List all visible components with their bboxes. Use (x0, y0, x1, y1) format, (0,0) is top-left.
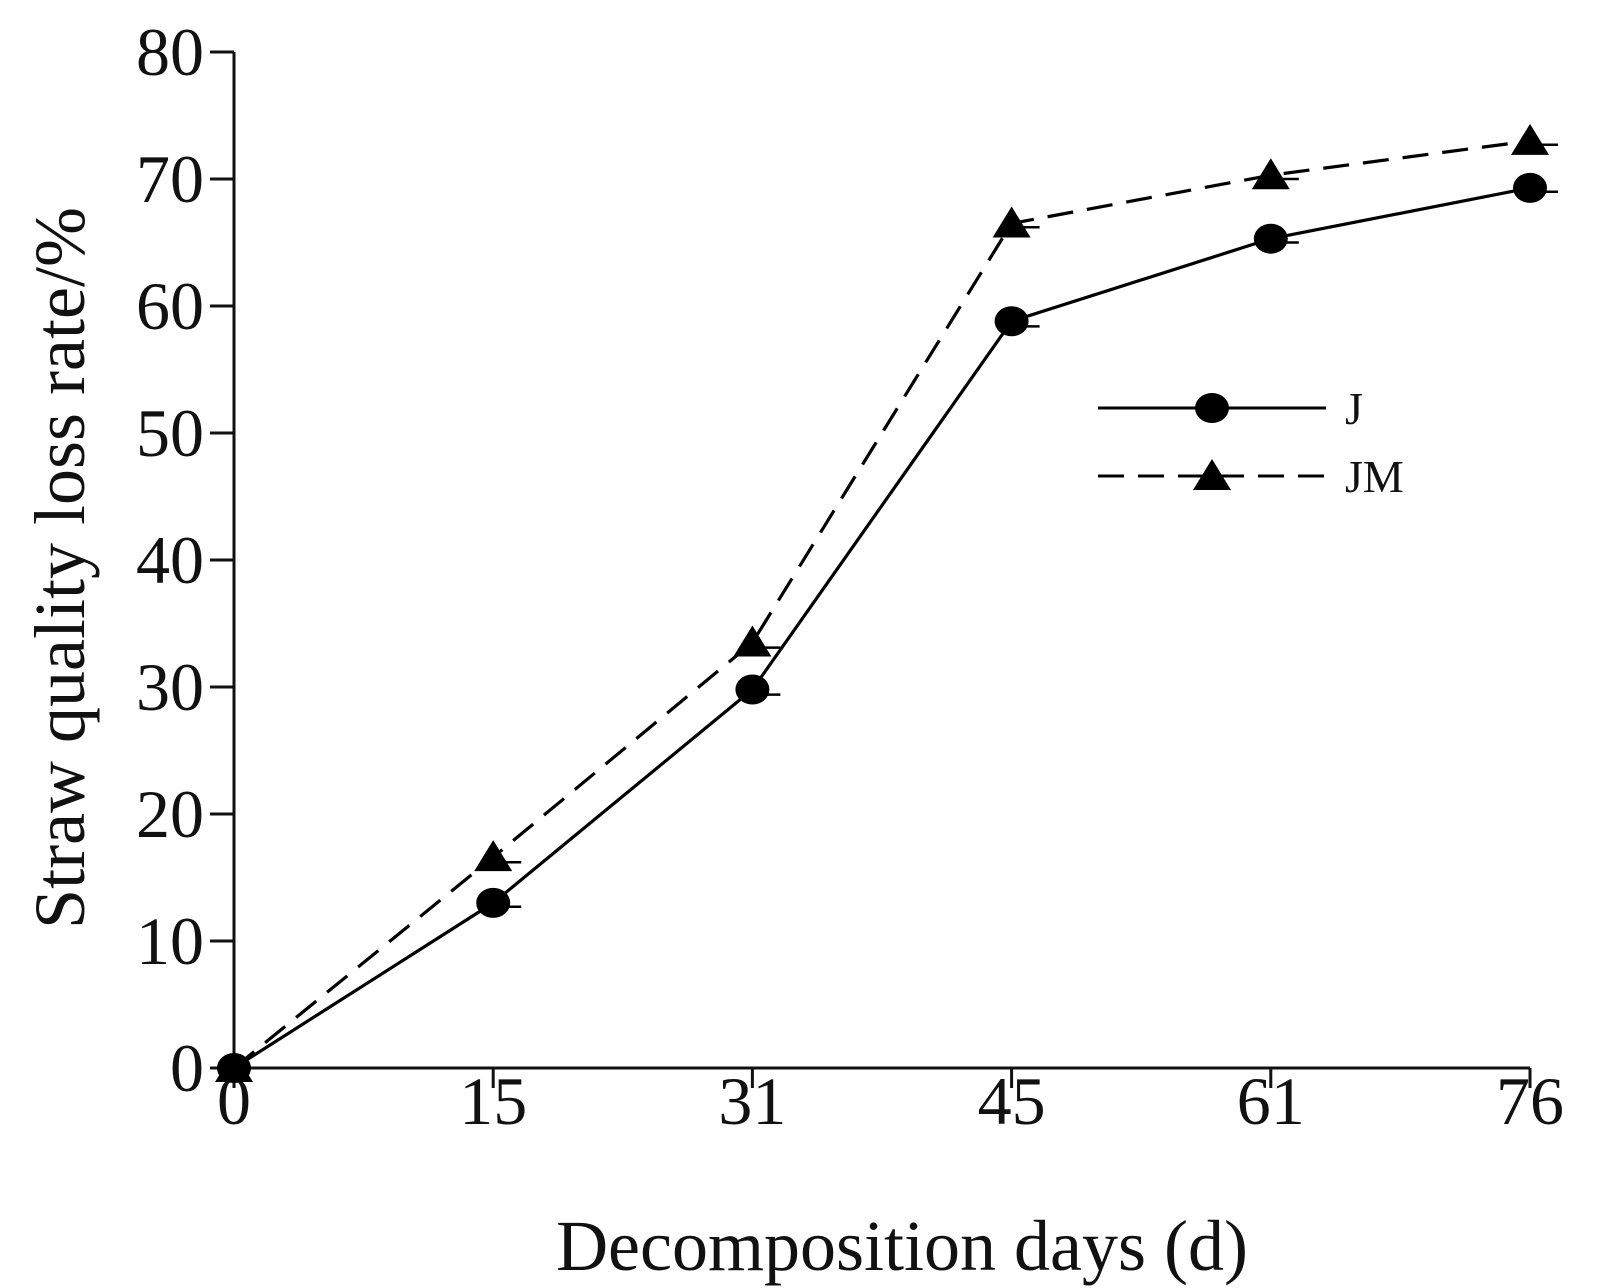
y-tick-label: 60 (136, 268, 204, 344)
series-layer (215, 123, 1558, 1083)
legend-label-jm: JM (1345, 451, 1404, 502)
series-j-marker (217, 1053, 251, 1083)
series-j (217, 172, 1558, 1083)
x-tick-label: 45 (978, 1063, 1046, 1139)
legend-item-j: J (1098, 383, 1363, 434)
y-tick-label: 50 (136, 395, 204, 471)
y-tick-label: 40 (136, 522, 204, 598)
x-tick-label: 31 (718, 1063, 786, 1139)
y-axis-title: Straw quality loss rate/% (20, 207, 100, 929)
y-tick-label: 0 (170, 1030, 204, 1106)
series-jm-line (232, 139, 1531, 1070)
series-jm-marker (1511, 123, 1549, 155)
x-tick-label: 76 (1496, 1063, 1564, 1139)
y-tick-label: 70 (136, 141, 204, 217)
series-j-marker (1513, 172, 1547, 203)
series-jm-marker (733, 625, 772, 657)
series-j-marker (1253, 223, 1288, 254)
series-j-line (233, 186, 1531, 1070)
series-j-marker (735, 674, 770, 705)
legend-label-j: J (1345, 383, 1363, 434)
y-tick-label: 20 (136, 776, 204, 852)
legend-marker-j (1195, 393, 1229, 423)
series-jm (215, 123, 1558, 1082)
y-tick-label: 10 (136, 903, 204, 979)
legend: J JM (1098, 383, 1404, 502)
series-j-marker (994, 306, 1029, 337)
x-tick-label: 15 (459, 1063, 527, 1139)
series-jm-marker (992, 206, 1031, 238)
legend-item-jm: JM (1098, 451, 1404, 502)
legend-marker-jm (1193, 459, 1231, 490)
series-j-marker (476, 887, 511, 918)
y-tick-label: 30 (136, 649, 204, 725)
y-tick-label: 80 (136, 14, 204, 90)
x-axis-title: Decomposition days (d) (556, 1206, 1248, 1286)
series-jm-marker (1251, 158, 1290, 190)
x-tick-label: 61 (1237, 1063, 1305, 1139)
series-jm-marker (474, 840, 513, 872)
